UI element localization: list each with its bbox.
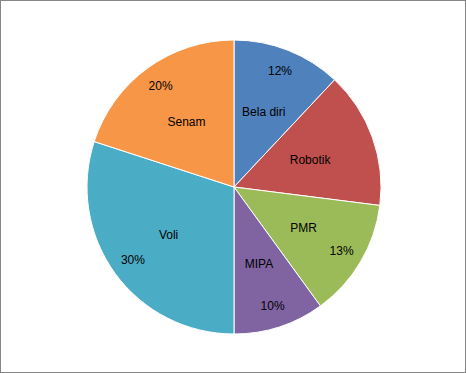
- category-label: MIPA: [245, 257, 273, 271]
- chart-container: Bela diri 12% Robotik PMR 13% MIPA 10% Voli 30% S…: [0, 0, 466, 373]
- category-label: PMR: [290, 221, 317, 235]
- data-label: 30%: [121, 253, 145, 267]
- pie-slice: [234, 187, 320, 334]
- category-label: Senam: [167, 115, 205, 129]
- pie-slice: [94, 40, 234, 187]
- chart-frame: [1, 1, 466, 373]
- pie-slice: [234, 80, 381, 206]
- data-label: 13%: [330, 244, 354, 258]
- category-label: Robotik: [290, 153, 332, 167]
- category-label: Bela diri: [242, 105, 285, 119]
- labels: Bela diri 12% Robotik PMR 13% MIPA 10% Voli 30% S…: [121, 64, 354, 313]
- data-label: 10%: [261, 299, 285, 313]
- data-label: 12%: [268, 64, 292, 78]
- data-label: 20%: [149, 79, 173, 93]
- category-label: Voli: [159, 228, 178, 242]
- slices: [87, 40, 381, 334]
- chart-svg: Bela diri 12% Robotik PMR 13% MIPA 10% Voli 30% S…: [0, 0, 466, 373]
